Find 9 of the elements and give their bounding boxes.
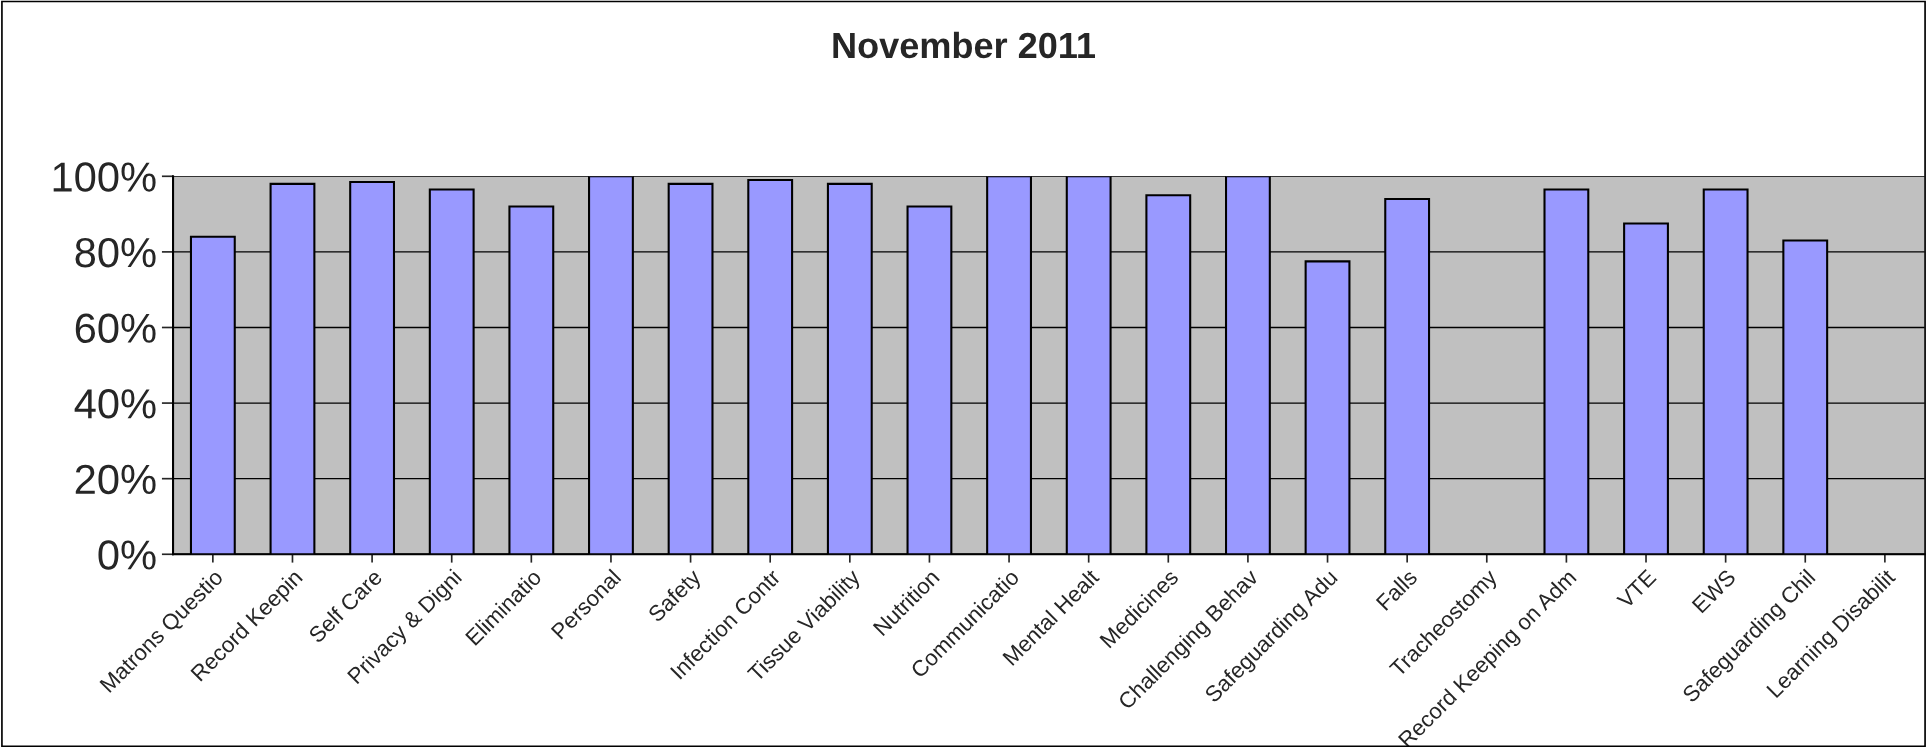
y-tick-label: 100%: [53, 162, 156, 192]
chart-title: November 2011: [833, 31, 1095, 59]
y-tick-label: 80%: [75, 237, 156, 268]
y-tick-label: 60%: [75, 313, 156, 343]
y-tick-label: 0%: [98, 540, 156, 570]
x-tick-label: VTE: [1616, 568, 1657, 610]
y-tick-label: 20%: [75, 464, 156, 495]
y-tick-label: 40%: [74, 389, 156, 419]
x-tick-label: Self Care: [307, 568, 383, 644]
